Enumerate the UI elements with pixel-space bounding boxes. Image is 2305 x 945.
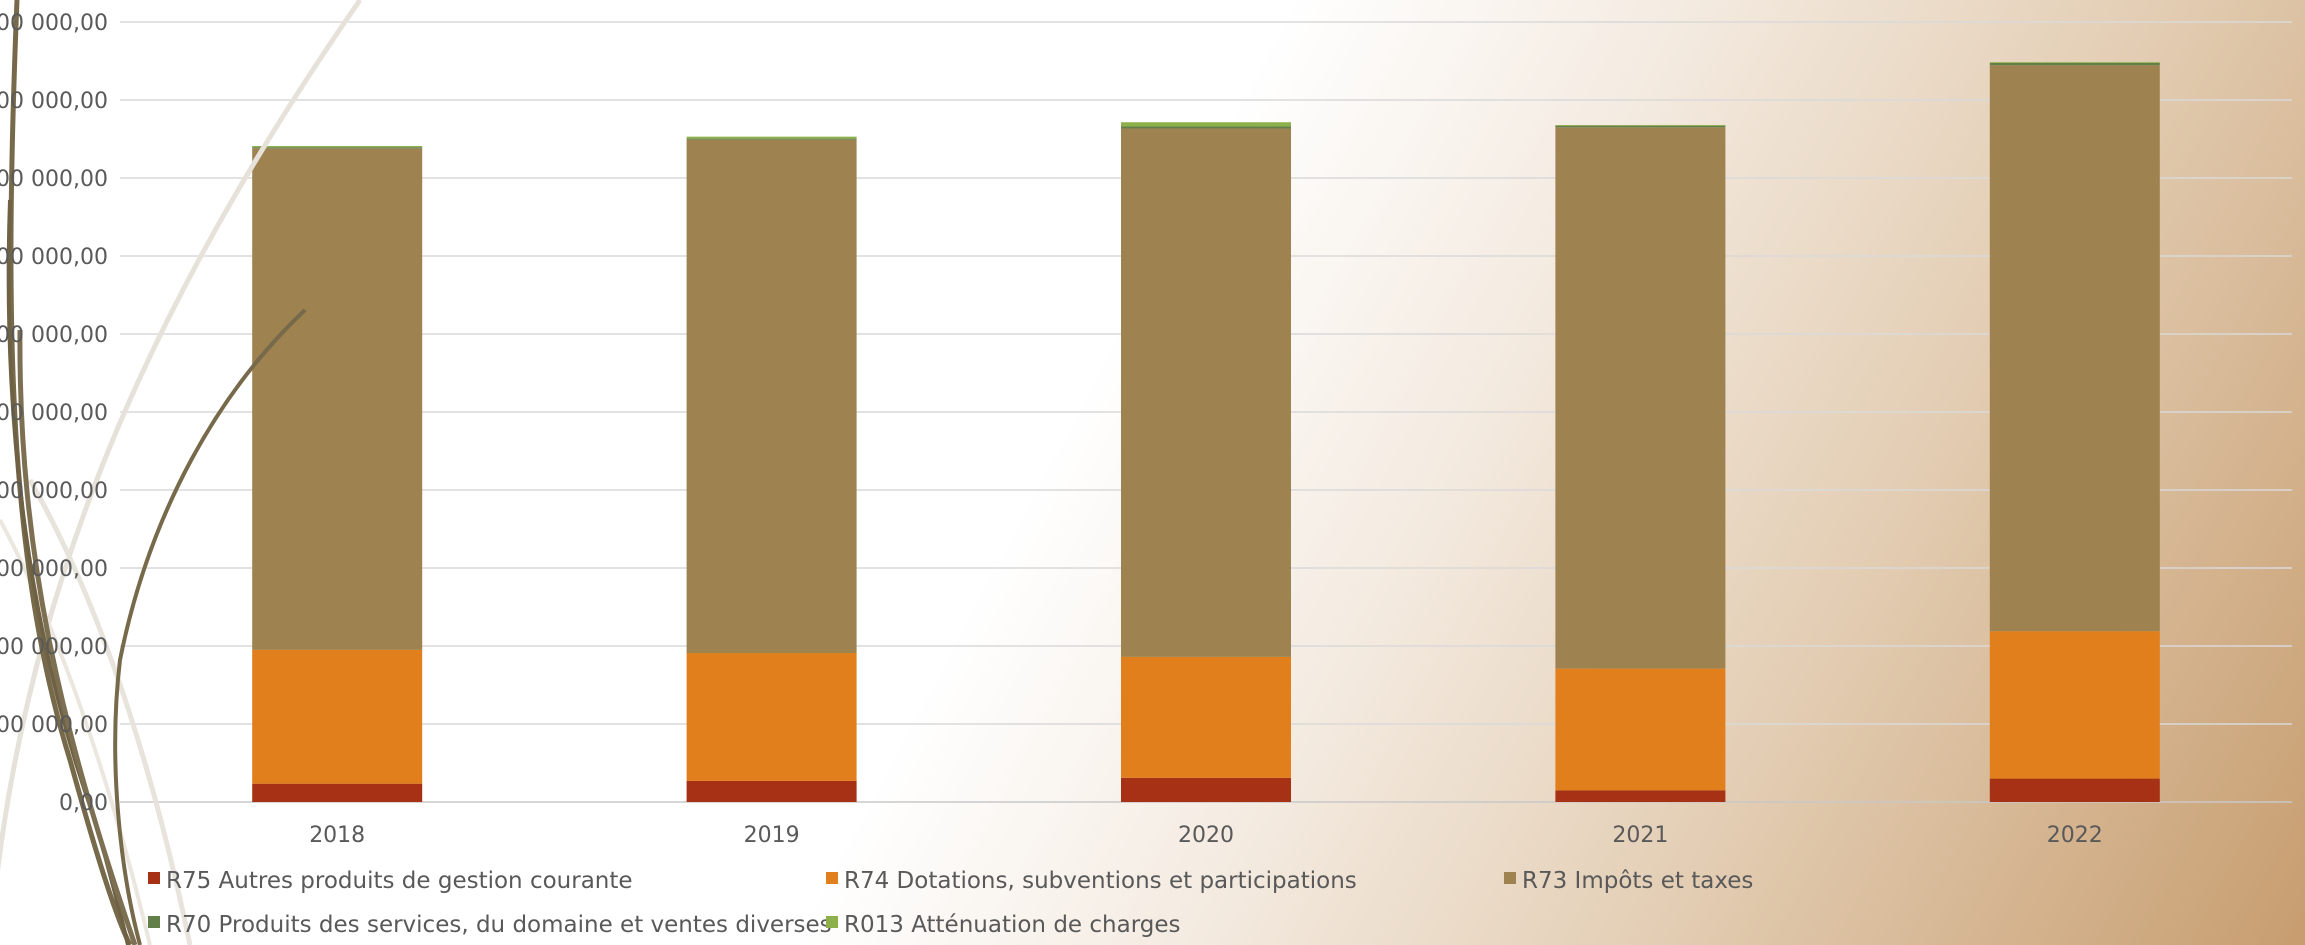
x-tick-label: 2018 (309, 823, 365, 848)
bar-2018-series-3 (252, 147, 423, 149)
legend-swatch-3 (148, 916, 160, 928)
legend-label-2: R73 Impôts et taxes (1522, 868, 1753, 894)
legend-swatch-2 (1504, 872, 1516, 884)
bar-2020-series-2 (1121, 128, 1291, 657)
bar-2022-series-4 (1989, 62, 2160, 63)
y-tick-label: 1 000 000,00 (0, 401, 108, 426)
y-tick-label: 1 600 000,00 (0, 167, 108, 192)
legend-swatch-1 (826, 872, 838, 884)
legend-label-1: R74 Dotations, subventions et participat… (844, 868, 1357, 894)
bar-2020-series-4 (1121, 122, 1291, 127)
bar-2021-series-1 (1555, 668, 1726, 791)
bar-2021-series-3 (1555, 125, 1726, 128)
bar-2020-series-1 (1121, 656, 1291, 778)
decorative-swooshes (0, 0, 363, 945)
bars (252, 62, 2160, 802)
y-tick-label: 600 000,00 (0, 557, 108, 582)
legend: R75 Autres produits de gestion courante R… (148, 868, 1753, 938)
y-tick-label: 1 800 000,00 (0, 89, 108, 114)
legend-label-4: R013 Atténuation de charges (844, 912, 1181, 938)
legend-label-3: R70 Produits des services, du domaine et… (166, 912, 832, 938)
bar-2018-series-0 (252, 783, 423, 802)
bar-2019-series-1 (686, 653, 857, 781)
legend-label-0: R75 Autres produits de gestion courante (166, 868, 633, 894)
x-tick-label: 2022 (2047, 823, 2103, 848)
y-tick-label: 400 000,00 (0, 635, 108, 660)
bar-2018-series-1 (252, 649, 423, 784)
bar-2019-series-2 (686, 139, 857, 654)
bar-2020-series-3 (1121, 126, 1291, 129)
bar-2022-series-2 (1989, 65, 2160, 632)
bar-2018-series-2 (252, 148, 423, 650)
legend-swatch-0 (148, 872, 160, 884)
bar-2019-series-0 (686, 780, 857, 802)
bar-2021-series-0 (1555, 790, 1726, 802)
axes: 0,00 200 000,00 400 000,00 600 000,00 800 00… (0, 11, 2103, 848)
bar-2019-series-4 (686, 136, 857, 139)
bar-2022-series-0 (1989, 778, 2160, 802)
bar-2020-series-0 (1121, 777, 1291, 802)
y-tick-label: 800 000,00 (0, 479, 108, 504)
y-tick-label: 200 000,00 (0, 713, 108, 738)
x-tick-label: 2019 (744, 823, 800, 848)
y-tick-label: 2 000 000,00 (0, 11, 108, 36)
bar-2021-series-2 (1555, 127, 1726, 669)
x-tick-label: 2020 (1178, 823, 1234, 848)
bar-2021-series-4 (1555, 124, 1726, 126)
y-tick-label: 1 200 000,00 (0, 323, 108, 348)
y-tick-label: 1 400 000,00 (0, 245, 108, 270)
x-tick-label: 2021 (1612, 823, 1668, 848)
bar-2019-series-3 (686, 138, 857, 140)
legend-swatch-4 (826, 916, 838, 928)
bar-2018-series-4 (252, 146, 423, 148)
bar-2022-series-3 (1989, 62, 2160, 66)
bar-2022-series-1 (1989, 631, 2160, 779)
y-tick-label: 0,00 (59, 791, 108, 816)
